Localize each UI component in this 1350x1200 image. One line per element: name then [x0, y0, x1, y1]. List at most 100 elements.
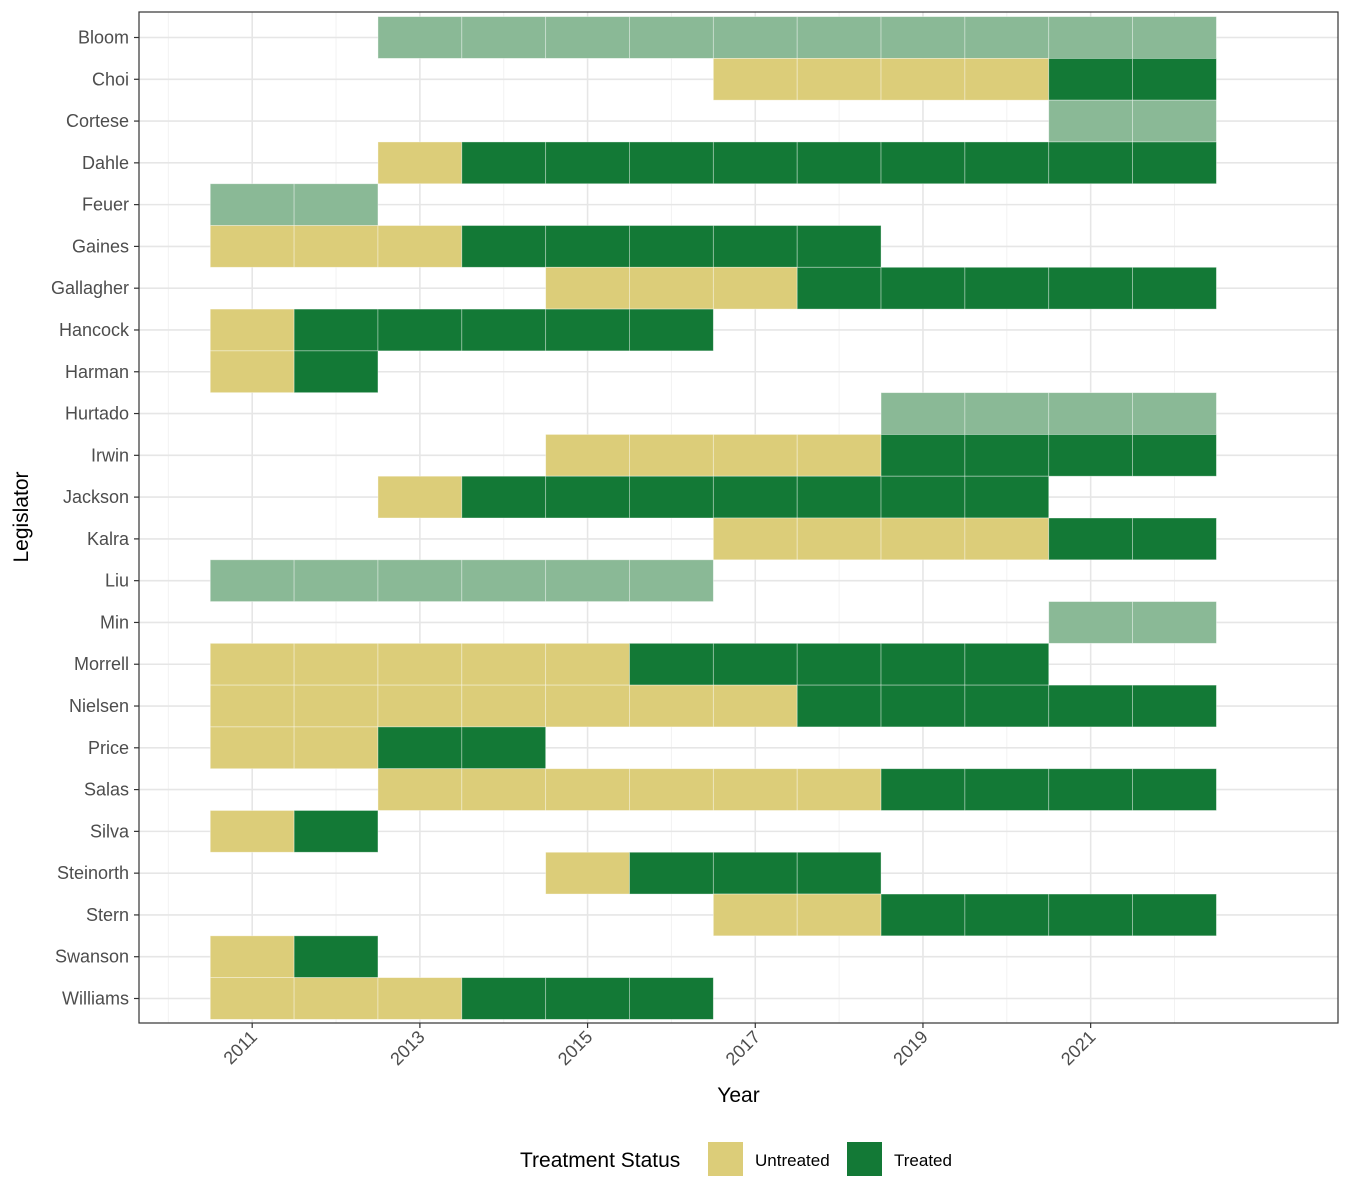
cell-kalra-2020 — [964, 517, 1050, 561]
cell-min-2021 — [1048, 601, 1133, 644]
cell-gaines-2016 — [629, 225, 714, 268]
cell-steinorth-2018 — [796, 851, 882, 895]
cell-hancock-2014 — [461, 308, 547, 352]
cell-bloom-2022 — [1132, 16, 1217, 59]
cell-liu-2015 — [545, 559, 630, 602]
cell-dahle-2020 — [964, 141, 1050, 185]
cell-jackson-2015 — [545, 475, 630, 519]
y-tick-label: Kalra — [87, 529, 130, 549]
cell-salas-2017 — [712, 768, 798, 811]
cell-gallagher-2021 — [1048, 266, 1133, 310]
cell-min-2022 — [1132, 601, 1217, 644]
cell-feuer-2011 — [209, 183, 295, 226]
cell-williams-2014 — [461, 977, 547, 1020]
cell-gaines-2018 — [796, 225, 882, 268]
y-tick-label: Gallagher — [51, 278, 129, 298]
y-tick-label: Hancock — [59, 320, 130, 340]
cell-nielsen-2012 — [293, 684, 379, 728]
cell-steinorth-2015 — [545, 851, 630, 895]
cell-dahle-2014 — [461, 141, 547, 185]
cell-swanson-2012 — [293, 935, 379, 979]
cell-cortese-2021 — [1048, 99, 1133, 143]
y-tick-label: Gaines — [72, 236, 129, 256]
y-tick-label: Min — [100, 612, 129, 632]
cell-choi-2018 — [796, 57, 882, 101]
y-tick-label: Feuer — [82, 195, 129, 215]
y-tick-label: Nielsen — [69, 696, 129, 716]
legend-swatch-treated — [847, 1142, 882, 1176]
cell-morrell-2020 — [964, 642, 1050, 686]
cell-gallagher-2016 — [629, 266, 714, 310]
cell-morrell-2017 — [712, 642, 798, 686]
cell-liu-2012 — [293, 559, 379, 602]
x-axis: 2011 2013 2015 2017 2019 2021 — [220, 1023, 1099, 1069]
cell-silva-2012 — [293, 810, 379, 853]
cell-hurtado-2021 — [1048, 392, 1133, 435]
cell-jackson-2020 — [964, 475, 1050, 519]
cell-irwin-2015 — [545, 434, 630, 477]
cell-gaines-2011 — [209, 225, 295, 268]
cell-nielsen-2020 — [964, 684, 1050, 728]
legend-label-untreated: Untreated — [755, 1151, 830, 1170]
cell-hurtado-2020 — [964, 392, 1050, 435]
cell-morrell-2014 — [461, 642, 547, 686]
y-tick-label: Morrell — [74, 654, 129, 674]
cell-liu-2013 — [377, 559, 463, 602]
cell-jackson-2013 — [377, 475, 463, 519]
y-axis: Bloom Choi Cortese Dahle Feuer Gaines Gallaghe… — [51, 28, 139, 1009]
cell-irwin-2017 — [712, 434, 798, 477]
cell-gallagher-2022 — [1132, 266, 1217, 310]
cell-liu-2011 — [209, 559, 295, 602]
cell-salas-2018 — [796, 768, 882, 811]
cell-jackson-2019 — [880, 475, 966, 519]
cell-price-2011 — [209, 726, 295, 770]
y-tick-label: Stern — [86, 905, 129, 925]
cell-irwin-2019 — [880, 434, 966, 477]
cell-cortese-2022 — [1132, 99, 1217, 143]
cell-stern-2021 — [1048, 893, 1133, 937]
cell-dahle-2016 — [629, 141, 714, 185]
cell-williams-2013 — [377, 977, 463, 1020]
x-tick-label: 2011 — [220, 1027, 262, 1069]
cell-nielsen-2021 — [1048, 684, 1133, 728]
cell-kalra-2021 — [1048, 517, 1133, 561]
cell-stern-2020 — [964, 893, 1050, 937]
cell-kalra-2022 — [1132, 517, 1217, 561]
cell-nielsen-2019 — [880, 684, 966, 728]
y-tick-label: Harman — [65, 362, 129, 382]
y-tick-label: Choi — [92, 69, 129, 89]
cell-silva-2011 — [209, 810, 295, 853]
cell-kalra-2019 — [880, 517, 966, 561]
cell-price-2012 — [293, 726, 379, 770]
cell-bloom-2019 — [880, 16, 966, 59]
legend-label-treated: Treated — [894, 1151, 952, 1170]
cell-nielsen-2016 — [629, 684, 714, 728]
y-tick-label: Salas — [84, 780, 129, 800]
x-tick-label: 2021 — [1057, 1027, 1099, 1069]
legend-swatch-untreated — [708, 1142, 743, 1176]
cell-gaines-2017 — [712, 225, 798, 268]
cell-nielsen-2022 — [1132, 684, 1217, 728]
cell-nielsen-2015 — [545, 684, 630, 728]
cell-harman-2011 — [209, 350, 295, 394]
cell-salas-2022 — [1132, 768, 1217, 811]
cell-choi-2021 — [1048, 57, 1133, 101]
y-tick-label: Jackson — [63, 487, 129, 507]
y-tick-label: Williams — [62, 989, 129, 1009]
cell-bloom-2021 — [1048, 16, 1133, 59]
cell-irwin-2016 — [629, 434, 714, 477]
cell-morrell-2016 — [629, 642, 714, 686]
cell-bloom-2014 — [461, 16, 547, 59]
cell-harman-2012 — [293, 350, 379, 394]
cell-nielsen-2011 — [209, 684, 295, 728]
cell-morrell-2013 — [377, 642, 463, 686]
cell-kalra-2017 — [712, 517, 798, 561]
y-tick-label: Liu — [105, 571, 129, 591]
cell-gaines-2015 — [545, 225, 630, 268]
cell-irwin-2018 — [796, 434, 882, 477]
cell-salas-2019 — [880, 768, 966, 811]
cell-liu-2016 — [629, 559, 714, 602]
cell-dahle-2015 — [545, 141, 630, 185]
cell-nielsen-2017 — [712, 684, 798, 728]
